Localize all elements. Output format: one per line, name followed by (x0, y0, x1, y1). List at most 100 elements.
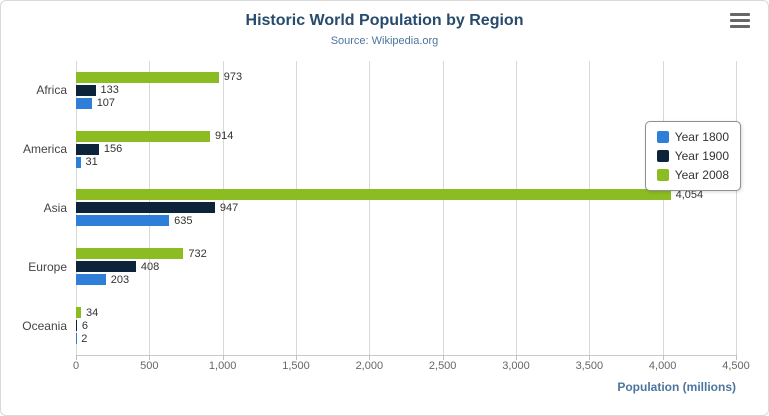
data-label: 203 (110, 273, 130, 286)
x-tick-label: 1,500 (282, 360, 310, 372)
hamburger-line (730, 19, 750, 22)
data-label: 973 (223, 71, 243, 84)
legend-symbol (656, 131, 669, 143)
gridline (296, 61, 297, 355)
gridline (736, 61, 737, 355)
data-label: 914 (215, 130, 234, 143)
data-label: 635 (174, 214, 193, 227)
bar-asia-year-1800[interactable] (76, 215, 170, 227)
bar-row: 34 (76, 306, 736, 319)
category-group-oceania: Oceania 34 6 2 (22, 296, 736, 355)
legend-label: Year 2008 (674, 168, 729, 182)
bar-africa-year-1900[interactable] (76, 84, 96, 96)
x-axis-title: Population (millions) (617, 380, 736, 394)
legend: Year 1800 Year 1900 Year 2008 (644, 121, 741, 191)
bar-europe-year-1900[interactable] (76, 261, 136, 273)
gridline (442, 61, 444, 355)
bar-row: 156 (76, 143, 736, 156)
data-label: 4,054 (675, 188, 704, 201)
x-tick-mark (589, 355, 591, 360)
bar-row: 973 (76, 71, 736, 84)
bar-america-year-2008[interactable] (76, 130, 211, 142)
gridline (589, 61, 591, 355)
data-label: 107 (96, 97, 116, 110)
gridline (369, 61, 371, 355)
data-label: 732 (188, 247, 207, 260)
legend-item-year-2008[interactable]: Year 2008 (656, 168, 729, 182)
x-tick-mark (296, 355, 297, 360)
bar-row: 732 (76, 247, 736, 260)
bar-row: 203 (76, 273, 736, 286)
bar-row: 947 (76, 201, 736, 214)
x-tick-label: 2,000 (355, 360, 384, 372)
bar-row: 4,054 (76, 188, 736, 201)
data-label: 156 (103, 143, 123, 156)
data-label: 133 (100, 84, 119, 97)
x-axis-tick-labels: 0 500 1,000 1,500 2,000 2,500 3,000 3,500 4,000 4… (73, 360, 750, 374)
x-tick-mark (222, 355, 224, 360)
x-tick-mark (736, 355, 737, 360)
chart-title: Historic World Population by Region (245, 12, 524, 29)
category-group-asia: Asia 4,054 947 635 (44, 179, 736, 238)
data-label: 408 (140, 260, 160, 273)
gridline (662, 61, 664, 355)
bar-row: 408 (76, 260, 736, 273)
category-label-africa: Africa (36, 83, 67, 98)
category-label-oceania: Oceania (22, 318, 67, 333)
bar-row: 914 (76, 130, 736, 143)
bar-asia-year-1900[interactable] (76, 202, 215, 214)
x-tick-mark (149, 355, 151, 360)
x-tick-mark (76, 355, 77, 360)
x-tick-label: 3,000 (502, 360, 530, 372)
bar-asia-year-2008[interactable] (76, 189, 671, 201)
bar-row: 31 (76, 156, 736, 169)
hamburger-line (730, 25, 750, 28)
data-label: 2 (81, 332, 88, 345)
bar-row: 6 (76, 319, 736, 332)
x-tick-mark (369, 355, 371, 360)
category-group-africa: Africa 973 133 107 (36, 61, 736, 120)
category-label-europe: Europe (28, 259, 67, 274)
category-group-europe: Europe 732 408 203 (28, 237, 736, 296)
x-tick-label: 500 (140, 360, 159, 372)
bar-row: 133 (76, 84, 736, 97)
gridline (516, 61, 517, 355)
hamburger-icon[interactable] (730, 13, 750, 28)
x-tick-mark (442, 355, 444, 360)
bar-oceania-year-1900[interactable] (76, 320, 77, 332)
plot-area: Africa 973 133 107 America 914 156 31 Asia 4,054 9… (22, 61, 737, 360)
bar-africa-year-2008[interactable] (76, 71, 219, 83)
x-tick-label: 1,000 (208, 360, 237, 372)
bar-america-year-1800[interactable] (76, 156, 81, 168)
legend-symbol (656, 150, 669, 162)
bar-europe-year-1800[interactable] (76, 274, 106, 286)
x-tick-mark (662, 355, 664, 360)
data-label: 34 (85, 306, 99, 319)
bar-row: 635 (76, 214, 736, 227)
x-tick-label: 4,500 (722, 360, 750, 372)
hamburger-line (730, 13, 750, 16)
chart-subtitle: Source: Wikipedia.org (330, 35, 439, 47)
bar-europe-year-2008[interactable] (76, 248, 184, 260)
x-tick-label: 4,000 (648, 360, 677, 372)
category-label-asia: Asia (43, 200, 67, 215)
legend-item-year-1900[interactable]: Year 1900 (656, 149, 729, 163)
x-tick-label: 2,500 (428, 360, 457, 372)
gridline (222, 61, 224, 355)
bar-africa-year-1800[interactable] (76, 97, 92, 109)
bar-oceania-year-2008[interactable] (76, 307, 81, 319)
bar-america-year-1900[interactable] (76, 143, 99, 155)
bar-row: 107 (76, 97, 736, 110)
category-label-america: America (22, 142, 67, 157)
x-tick-label: 3,500 (575, 360, 604, 372)
legend-item-year-1800[interactable]: Year 1800 (656, 130, 729, 144)
bar-groups: Africa 973 133 107 America 914 156 31 Asia 4,054 9… (22, 61, 736, 355)
data-label: 6 (81, 319, 88, 332)
data-label: 31 (85, 156, 98, 169)
bar-row: 2 (76, 332, 736, 345)
x-tick-mark (516, 355, 517, 360)
legend-label: Year 1900 (674, 149, 729, 163)
data-label: 947 (219, 201, 239, 214)
legend-symbol (656, 169, 669, 181)
